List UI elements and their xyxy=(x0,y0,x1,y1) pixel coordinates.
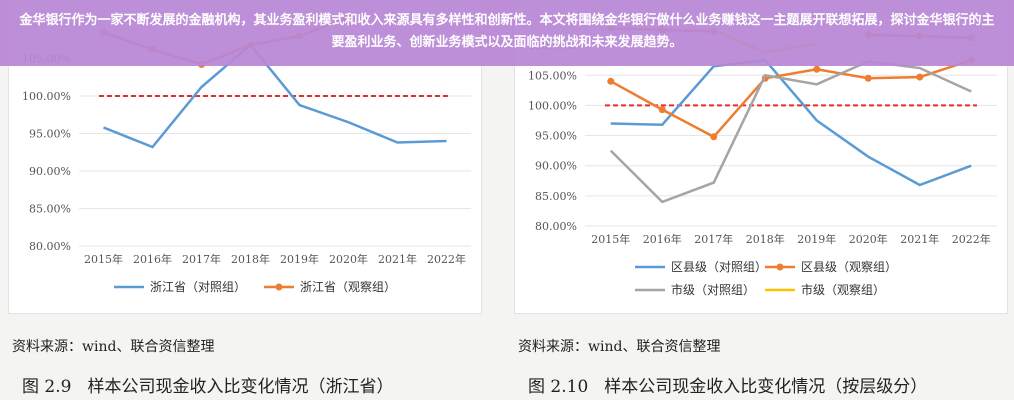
y-tick-label: 80.00% xyxy=(535,220,577,233)
data-point xyxy=(916,73,924,81)
x-tick-label: 2021年 xyxy=(378,252,417,266)
y-tick-label: 90.00% xyxy=(535,160,577,173)
legend-marker xyxy=(776,263,784,271)
y-tick-label: 80.00% xyxy=(29,240,71,253)
series-line xyxy=(609,60,972,204)
figure-caption-left: 图 2.9 样本公司现金收入比变化情况（浙江省） xyxy=(22,372,393,397)
legend-label: 区县级（对照组） xyxy=(671,260,767,274)
data-point xyxy=(658,106,666,114)
figure-number-right: 图 2.10 xyxy=(528,377,589,397)
y-tick-label: 95.00% xyxy=(535,130,577,143)
y-tick-label: 105.00% xyxy=(528,69,577,82)
data-point xyxy=(710,133,718,141)
legend-label: 浙江省（对照组） xyxy=(150,280,246,294)
series-line xyxy=(610,59,972,139)
x-tick-label: 2017年 xyxy=(694,232,733,246)
data-point xyxy=(607,77,615,85)
legend-marker xyxy=(275,283,283,291)
x-tick-label: 2021年 xyxy=(900,232,939,246)
series-line xyxy=(103,43,447,149)
figure-caption-right: 图 2.10 样本公司现金收入比变化情况（按层级分） xyxy=(528,372,927,397)
figure-title-left: 样本公司现金收入比变化情况（浙江省） xyxy=(87,377,394,397)
x-tick-label: 2016年 xyxy=(133,252,172,266)
x-tick-label: 2020年 xyxy=(849,232,888,246)
article-banner: 金华银行作为一家不断发展的金融机构，其业务盈利模式和收入来源具有多样性和创新性。… xyxy=(0,0,1014,66)
figure-title-right: 样本公司现金收入比变化情况（按层级分） xyxy=(604,377,928,397)
x-tick-label: 2019年 xyxy=(797,232,836,246)
x-tick-label: 2019年 xyxy=(280,252,319,266)
legend-label: 市级（对照组） xyxy=(671,282,755,297)
legend-label: 区县级（观察组） xyxy=(801,260,897,274)
x-tick-label: 2018年 xyxy=(746,232,785,246)
x-tick-label: 2018年 xyxy=(231,252,270,266)
x-tick-label: 2022年 xyxy=(427,252,466,266)
source-note-left: 资料来源：wind、联合资信整理 xyxy=(12,339,215,355)
y-tick-label: 100.00% xyxy=(22,90,71,103)
x-tick-label: 2015年 xyxy=(84,252,123,266)
legend-label: 市级（观察组） xyxy=(801,282,885,297)
y-tick-label: 85.00% xyxy=(29,203,71,216)
data-point xyxy=(864,74,872,82)
x-tick-label: 2015年 xyxy=(591,232,630,246)
banner-text: 金华银行作为一家不断发展的金融机构，其业务盈利模式和收入来源具有多样性和创新性。… xyxy=(19,13,995,50)
chart-left: 80.00%85.00%90.00%95.00%100.00%105.00%20… xyxy=(22,13,471,294)
figure-number-left: 图 2.9 xyxy=(22,377,72,397)
data-point xyxy=(813,65,821,73)
y-tick-label: 100.00% xyxy=(528,99,577,112)
y-tick-label: 85.00% xyxy=(535,190,577,203)
x-tick-label: 2017年 xyxy=(182,252,221,266)
source-note-right: 资料来源：wind、联合资信整理 xyxy=(518,339,721,355)
x-tick-label: 2022年 xyxy=(952,232,991,246)
legend-label: 浙江省（观察组） xyxy=(300,280,396,294)
x-tick-label: 2020年 xyxy=(329,252,368,266)
y-tick-label: 90.00% xyxy=(29,165,71,178)
x-tick-label: 2016年 xyxy=(643,232,682,246)
y-tick-label: 95.00% xyxy=(29,128,71,141)
